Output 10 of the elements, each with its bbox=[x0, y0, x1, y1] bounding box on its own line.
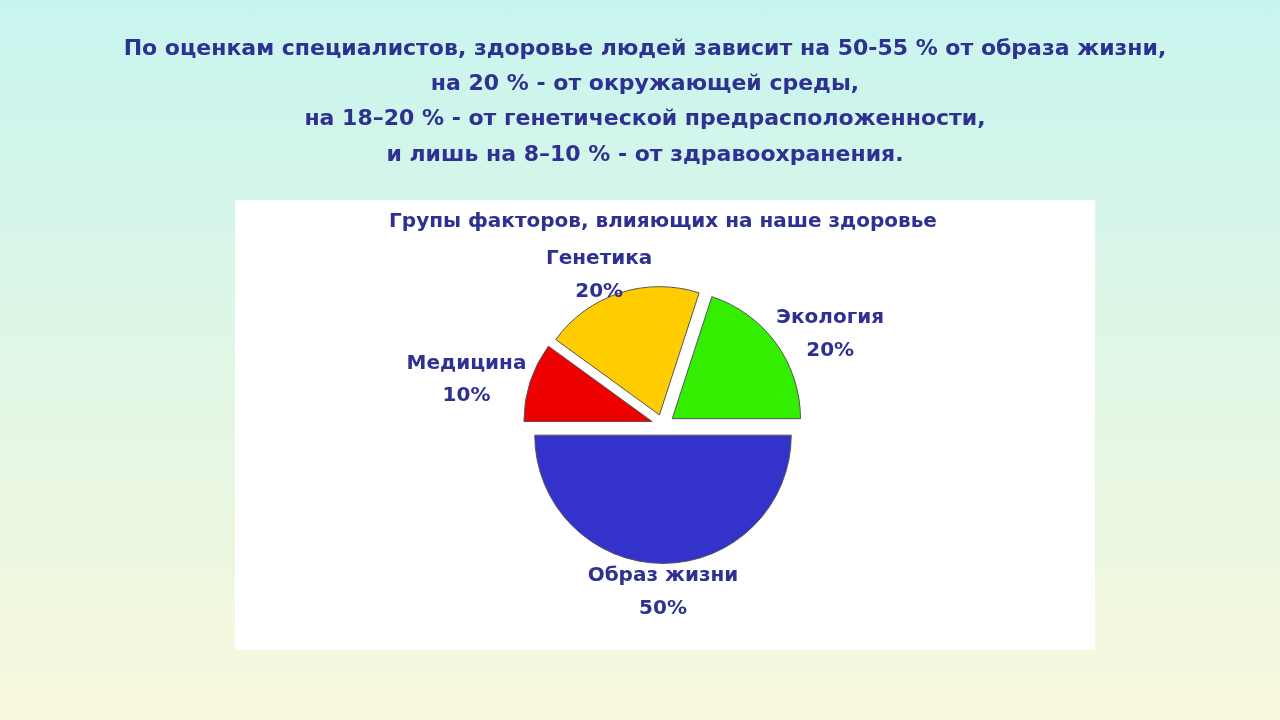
data-label: 50% bbox=[639, 594, 687, 619]
data-label: 20% bbox=[575, 277, 624, 302]
slice-label: Генетика bbox=[545, 245, 653, 270]
slice-label: Экология bbox=[776, 304, 885, 329]
chart-subtitle: Групы факторов, влияющих на наше здоровье bbox=[389, 207, 937, 232]
data-label: 20% bbox=[806, 336, 855, 361]
slice-label: Образ жизни bbox=[587, 562, 739, 587]
data-label: 10% bbox=[442, 382, 491, 407]
chart-title: По оценкам специалистов, здоровье людей зависит на 50-55 % от образа жизни, на 20 % - от окружающей среды, на 18–20 % - от генетической предрасположенности, и лишь на 8–10 % - от здравоохранения. bbox=[123, 34, 1167, 168]
slice-label: Медицина bbox=[406, 349, 527, 374]
